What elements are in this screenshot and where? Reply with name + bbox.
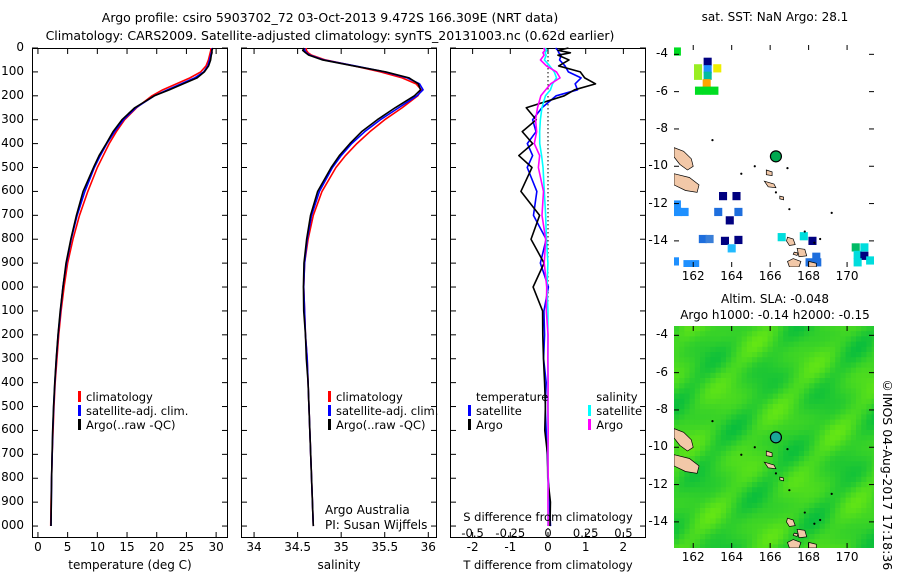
legend-color-swatch <box>78 405 81 416</box>
sst-map-title: sat. SST: NaN Argo: 28.1 <box>701 10 849 24</box>
salinity-x-ticklabels: 34 34.5 35 35.5 36 <box>246 540 436 554</box>
sla-map-canvas <box>674 326 874 548</box>
legend-label: Argo(..raw -QC) <box>86 418 176 432</box>
legend-label: satellite-adj. clim. <box>86 404 189 418</box>
difference-t-ticklabels: -2 -1 0 1 2 <box>466 540 628 554</box>
legend-label: Argo(..raw -QC) <box>336 418 426 432</box>
sla-map-y-ticklabels: -4 -6 -8 -10 -12 -14 <box>648 327 668 528</box>
difference-legend-item: Argo <box>588 418 642 432</box>
temperature-y-ticklabels: 0100200300400500600700800900100011001200… <box>0 40 24 533</box>
salinity-legend: climatology satellite-adj. clim. Argo(..ra… <box>328 390 438 432</box>
temperature-plot-frame <box>32 48 228 538</box>
salinity-plot-canvas <box>241 47 437 538</box>
salinity-legend-item: Argo(..raw -QC) <box>328 418 438 432</box>
legend-label: climatology <box>336 390 403 404</box>
salinity-plot-frame <box>241 48 437 538</box>
difference-legend-item: satellite <box>588 404 642 418</box>
credit-org: Argo Australia <box>325 503 410 517</box>
difference-legend-item: satellite <box>468 404 548 418</box>
legend-label: satellite <box>596 404 643 418</box>
salinity-legend-item: climatology <box>328 390 438 404</box>
temperature-legend-item: climatology <box>78 390 188 404</box>
legend-label: Argo <box>596 418 624 432</box>
temperature-plot-canvas <box>32 47 228 538</box>
credit-pi: PI: Susan Wijffels <box>325 518 428 532</box>
sla-map-title-line2: Argo h1000: -0.14 h2000: -0.15 <box>680 308 870 322</box>
temperature-legend-item: satellite-adj. clim. <box>78 404 188 418</box>
difference-legend-group: salinity satellite Argo <box>588 390 642 432</box>
difference-legend-item: Argo <box>468 418 548 432</box>
difference-legend-group-title: salinity <box>596 390 638 404</box>
temperature-x-ticklabels: 0 5 10 15 20 25 30 <box>34 540 224 554</box>
legend-color-swatch <box>78 419 81 430</box>
temperature-legend: climatology satellite-adj. clim. Argo(..ra… <box>78 390 188 432</box>
legend-label: Argo <box>476 418 503 432</box>
difference-plot-canvas <box>450 47 646 538</box>
salinity-axis-label: salinity <box>317 558 361 572</box>
legend-color-swatch <box>78 391 81 402</box>
legend-label: climatology <box>86 390 153 404</box>
difference-s-axis-label: S difference from climatology <box>463 510 633 524</box>
difference-t-axis-label: T difference from climatology <box>463 558 633 572</box>
sst-map-y-ticklabels: -4 -6 -8 -10 -12 -14 <box>648 46 668 247</box>
legend-label: satellite-adj. clim. <box>336 404 439 418</box>
legend-color-swatch <box>468 419 471 430</box>
difference-legend-group-title: temperature <box>476 390 549 404</box>
legend-color-swatch <box>588 405 592 416</box>
difference-legend-group: temperature satellite Argo <box>468 390 548 432</box>
legend-color-swatch <box>328 419 331 430</box>
copyright-text: ©IMOS 04-Aug-2017 17:18:36 <box>880 378 895 571</box>
temperature-axis-label: temperature (deg C) <box>68 558 192 572</box>
sla-map-x-ticklabels: 162 164 166 168 170 <box>681 550 859 564</box>
sst-map-x-ticklabels: 162 164 166 168 170 <box>681 269 859 283</box>
legend-color-swatch <box>328 391 331 402</box>
difference-s-ticklabels: -0.5 -0.25 0 0.25 0.5 <box>461 526 633 540</box>
temperature-legend-item: Argo(..raw -QC) <box>78 418 188 432</box>
legend-label: satellite <box>476 404 522 418</box>
legend-color-swatch <box>468 405 471 416</box>
sst-map-canvas <box>674 45 874 267</box>
sla-map-title-line1: Altim. SLA: -0.048 <box>720 292 830 306</box>
legend-color-swatch <box>328 405 331 416</box>
page-title-line2: Climatology: CARS2009. Satellite-adjuste… <box>45 28 615 43</box>
legend-color-swatch <box>588 419 592 430</box>
difference-legend: temperature satellite Argo salinity satellit… <box>468 390 642 432</box>
page-title-line1: Argo profile: csiro 5903702_72 03-Oct-20… <box>101 10 559 25</box>
salinity-legend-item: satellite-adj. clim. <box>328 404 438 418</box>
